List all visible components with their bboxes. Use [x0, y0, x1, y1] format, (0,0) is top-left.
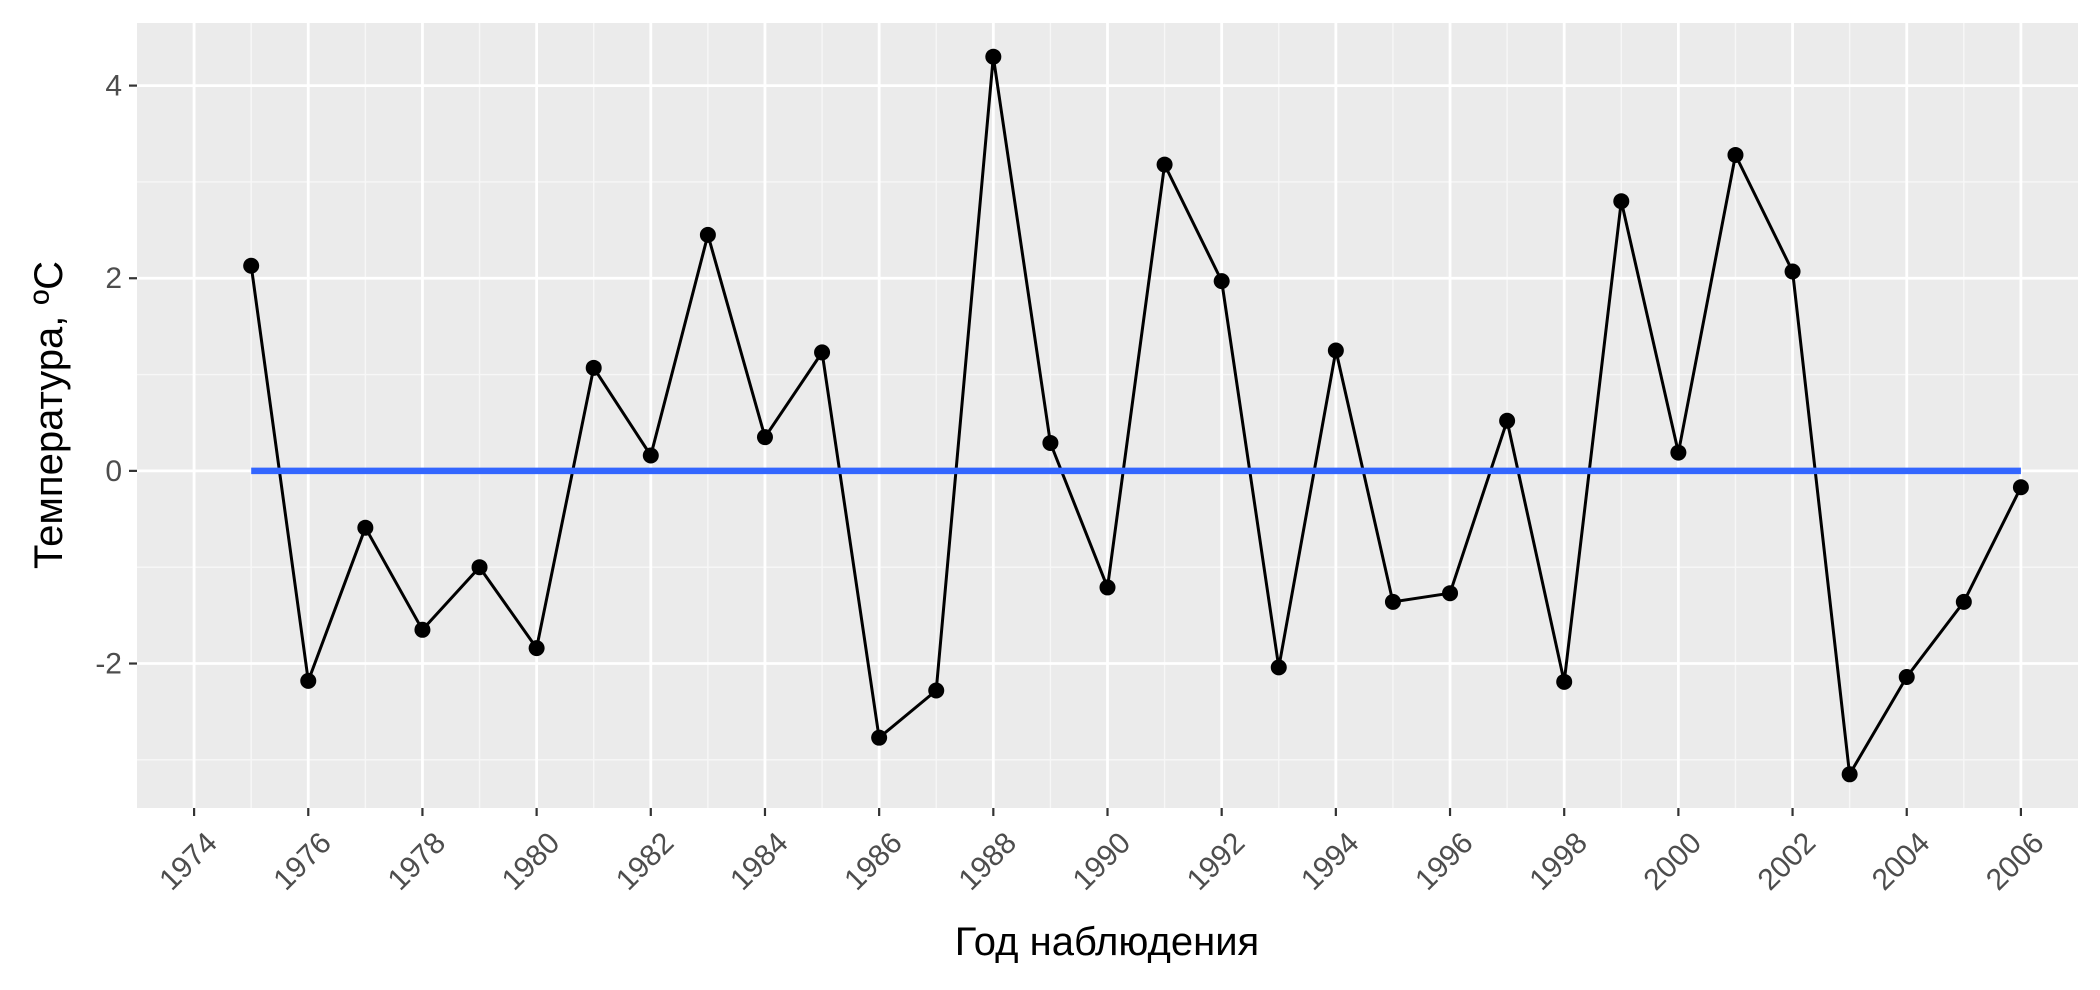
x-tick-label: 1984 — [724, 826, 795, 897]
data-point — [1499, 412, 1516, 429]
points-layer — [243, 48, 2029, 783]
minor-grid — [137, 23, 2078, 808]
series-line — [249, 55, 2023, 776]
x-tick-label: 1980 — [496, 826, 567, 897]
x-tick-label: 1990 — [1067, 826, 1138, 897]
data-point — [1841, 766, 1858, 783]
data-point — [243, 257, 260, 274]
data-point — [1613, 193, 1630, 210]
x-tick-label: 1982 — [610, 826, 681, 897]
data-point — [528, 640, 545, 657]
data-point — [1727, 146, 1744, 163]
data-point — [1442, 585, 1459, 602]
data-point — [2012, 479, 2029, 496]
data-point — [585, 359, 602, 376]
data-point — [1898, 669, 1915, 686]
y-tick-label: -2 — [95, 648, 122, 681]
x-tick-label: 1986 — [838, 826, 909, 897]
data-point — [471, 559, 488, 576]
y-tick-label: 0 — [105, 455, 122, 488]
data-point — [1384, 593, 1401, 610]
x-tick-label: 1976 — [267, 826, 338, 897]
data-point — [1556, 673, 1573, 690]
x-tick-label: 2004 — [1866, 826, 1937, 897]
x-tick-label: 1978 — [382, 826, 453, 897]
x-axis-title: Год наблюдения — [955, 920, 1259, 964]
x-tick-label: 1994 — [1295, 826, 1366, 897]
data-point — [357, 519, 374, 536]
data-point — [1955, 593, 1972, 610]
x-tick-label: 1974 — [153, 826, 224, 897]
data-point — [1670, 444, 1687, 461]
y-tick-label: 4 — [105, 70, 122, 103]
data-point — [1156, 156, 1173, 173]
data-point — [1213, 273, 1230, 290]
data-point — [1099, 579, 1116, 596]
x-tick-label: 1996 — [1409, 826, 1480, 897]
y-axis: -2 0 2 4 — [95, 70, 137, 681]
series-layer — [249, 55, 2023, 776]
data-point — [1042, 434, 1059, 451]
y-tick-label: 2 — [105, 262, 122, 295]
data-point — [1784, 263, 1801, 280]
x-tick-label: 1988 — [952, 826, 1023, 897]
data-point — [871, 729, 888, 746]
data-point — [1270, 659, 1287, 676]
x-tick-label: 2002 — [1752, 826, 1823, 897]
data-point — [1327, 342, 1344, 359]
data-point — [756, 429, 773, 446]
y-axis-title: Температура, ºС — [27, 261, 71, 569]
data-point — [928, 682, 945, 699]
data-point — [414, 621, 431, 638]
x-tick-label: 1998 — [1523, 826, 1594, 897]
data-point — [699, 226, 716, 243]
data-point — [985, 48, 1002, 65]
x-tick-label: 2006 — [1980, 826, 2051, 897]
x-axis: 1974 1976 1978 1980 1982 1984 1986 1988 1990 1992… — [153, 808, 2051, 897]
x-tick-label: 1992 — [1181, 826, 1252, 897]
data-point — [300, 672, 317, 689]
data-point — [642, 447, 659, 464]
x-tick-label: 2000 — [1638, 826, 1709, 897]
data-point — [814, 344, 831, 361]
